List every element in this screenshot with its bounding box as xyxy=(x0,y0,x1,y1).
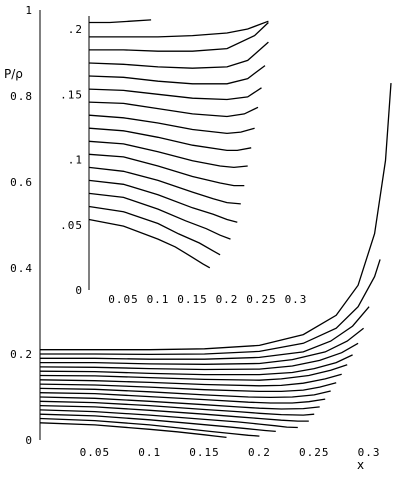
main-y-tick-label: 0.6 xyxy=(10,176,33,189)
main-curve-5 xyxy=(39,342,359,371)
main-curve-4 xyxy=(40,327,365,365)
main-curve-2 xyxy=(40,259,381,356)
main-plot: 0.05 0.1 0.15 0.2 0.25 0.300.20.40.60.81P/ρx xyxy=(4,4,392,472)
main-curve-12 xyxy=(39,396,320,410)
main-y-axis-label: P/ρ xyxy=(4,67,23,81)
inset-curve-15 xyxy=(88,205,221,256)
main-y-tick-label: 0.8 xyxy=(10,90,33,103)
inset-x-tick-label: 0.1 xyxy=(147,293,170,306)
inset-curve-11 xyxy=(88,153,245,187)
main-y-tick-label: 1 xyxy=(25,4,33,17)
main-y-tick-label: 0 xyxy=(25,434,33,447)
main-curve-18 xyxy=(39,422,227,439)
inset-curve-1 xyxy=(89,19,152,24)
inset-curve-6 xyxy=(88,87,262,101)
inset-y-tick-label: .15 xyxy=(60,88,83,101)
inset-y-tick-label: 0 xyxy=(75,284,83,297)
main-curve-6 xyxy=(39,354,353,376)
main-x-tick-label: 0.25 xyxy=(299,446,330,459)
inset-y-tick-label: .1 xyxy=(68,154,83,167)
inset-x-tick-label: 0.05 xyxy=(108,293,139,306)
main-curve-17 xyxy=(39,417,260,437)
main-curve-16 xyxy=(39,413,276,433)
main-curve-10 xyxy=(39,387,331,399)
inset-curve-14 xyxy=(88,192,231,240)
main-x-tick-label: 0.05 xyxy=(80,446,111,459)
main-curve-14 xyxy=(39,404,309,422)
main-curve-13 xyxy=(39,400,315,416)
inset-plot: 0.05 0.1 0.15 0.2 0.25 0.3 .05 .1 .15 .2 0 xyxy=(60,14,310,306)
inset-background xyxy=(88,14,310,296)
main-x-tick-label: 0.15 xyxy=(189,446,220,459)
inset-curve-13 xyxy=(88,179,238,223)
main-x-tick-label: 0.1 xyxy=(138,446,161,459)
inset-curve-16 xyxy=(88,218,211,269)
main-x-tick-label: 0.3 xyxy=(358,446,381,459)
inset-curve-3 xyxy=(89,22,269,52)
main-x-axis-label: x xyxy=(357,458,364,472)
main-curve-3 xyxy=(40,306,370,360)
inset-curve-5 xyxy=(88,65,266,85)
inset-curve-2 xyxy=(89,20,269,38)
inset-curve-8 xyxy=(88,114,255,135)
inset-curve-7 xyxy=(88,101,259,118)
inset-x-tick-label: 0.25 xyxy=(246,293,277,306)
inset-x-tick-label: 0.3 xyxy=(285,293,308,306)
main-curve-8 xyxy=(39,373,342,387)
inset-curve-4 xyxy=(88,41,269,69)
main-curve-11 xyxy=(39,392,326,404)
main-curve-7 xyxy=(39,364,348,381)
main-curve-1 xyxy=(40,83,392,351)
inset-y-tick-label: .2 xyxy=(68,23,83,36)
inset-y-tick-label: .05 xyxy=(60,219,83,232)
main-x-tick-label: 0.2 xyxy=(248,446,271,459)
inset-x-tick-label: 0.2 xyxy=(216,293,239,306)
main-curve-9 xyxy=(39,382,337,393)
main-y-tick-label: 0.2 xyxy=(10,348,33,361)
inset-curve-12 xyxy=(88,166,241,205)
inset-curve-10 xyxy=(88,140,248,169)
inset-curve-9 xyxy=(88,127,252,152)
inset-x-tick-label: 0.15 xyxy=(177,293,208,306)
main-curve-15 xyxy=(39,409,298,429)
main-y-tick-label: 0.4 xyxy=(10,262,33,275)
